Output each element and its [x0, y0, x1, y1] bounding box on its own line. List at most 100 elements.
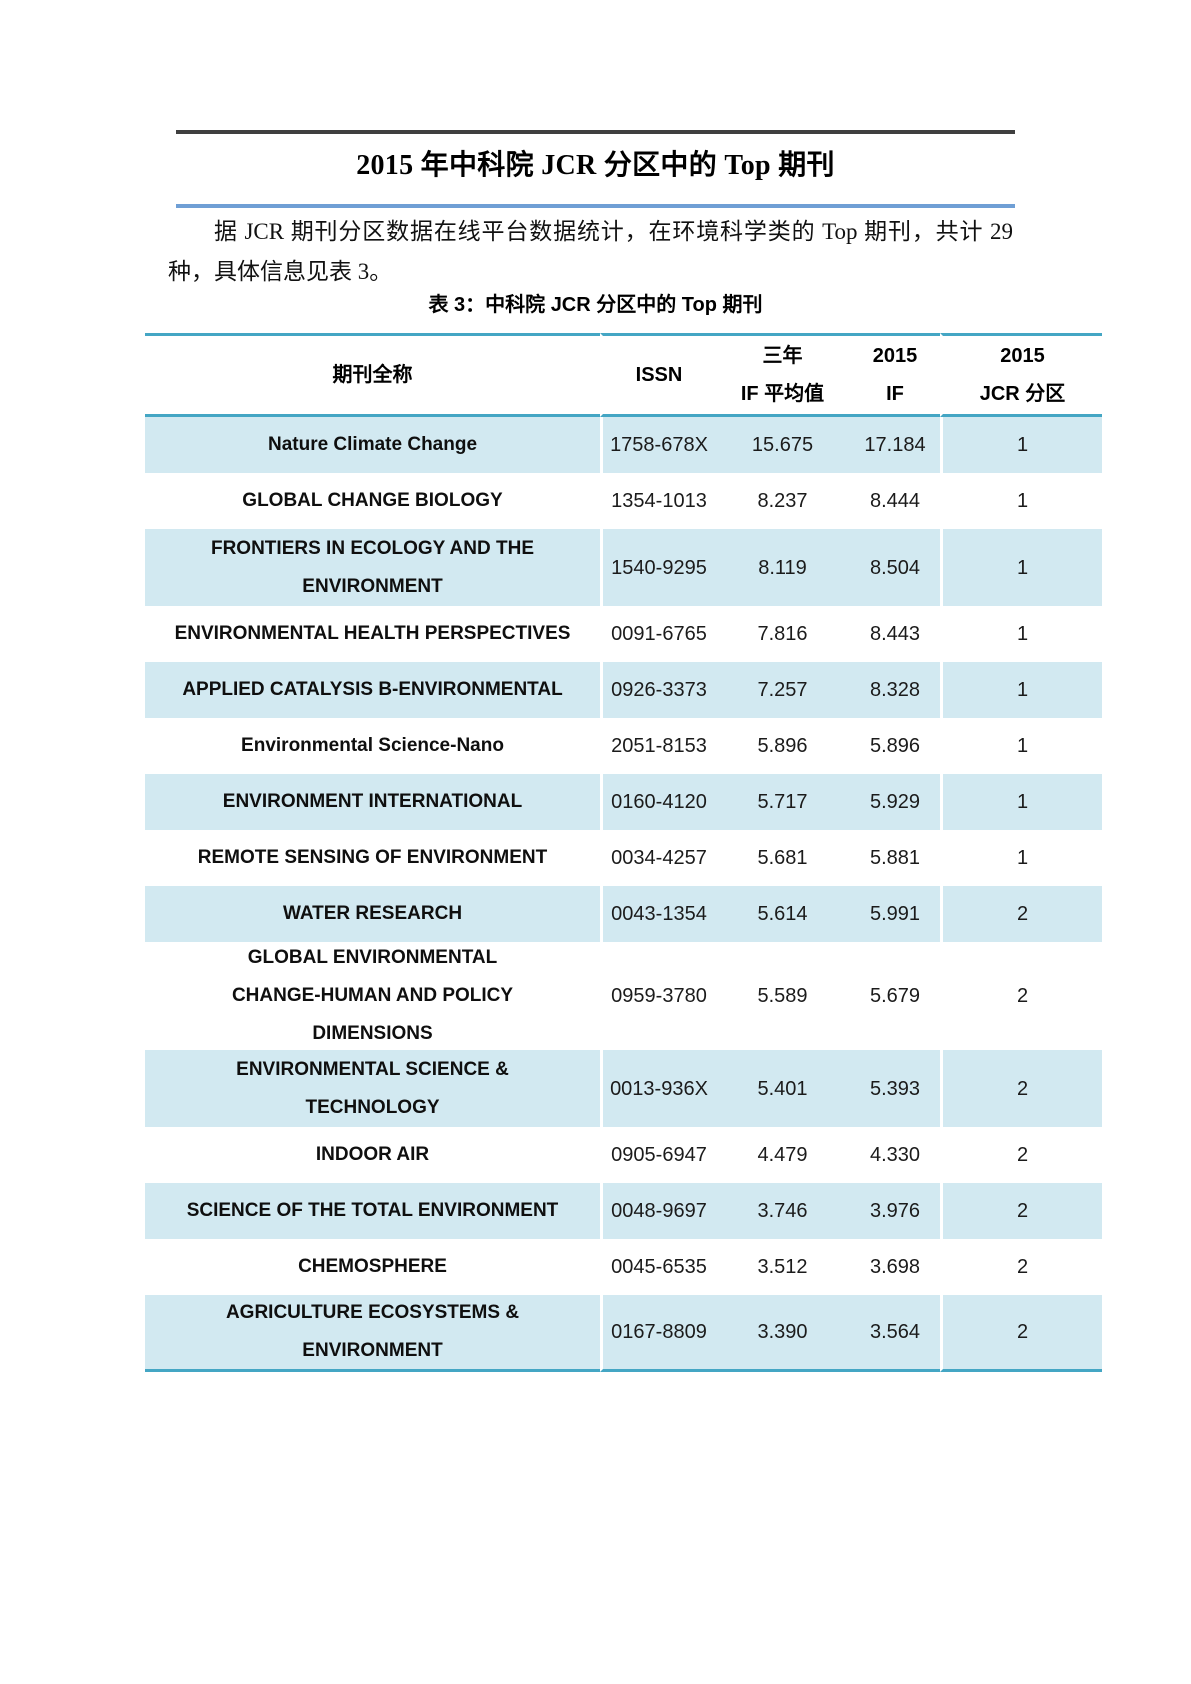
header-journal-label: 期刊全称	[332, 364, 413, 386]
if-2015-cell: 8.443	[869, 623, 921, 645]
if-2015-cell: 5.881	[869, 847, 921, 869]
paragraph-line: 据 JCR 期刊分区数据在线平台数据统计，在环境科学类的 Top 期刊，共计 2…	[214, 219, 1013, 244]
jcr-zone-cell: 1	[940, 774, 1102, 830]
journal-name-line: CHEMOSPHERE	[298, 1256, 447, 1277]
journal-name-cell: GLOBAL ENVIRONMENTAL CHANGE-HUMAN AND POL…	[145, 942, 600, 1050]
table-row: GLOBAL ENVIRONMENTAL CHANGE-HUMAN AND POL…	[145, 942, 1102, 1050]
issn-cell: 0045-6535	[600, 1239, 715, 1295]
table-row: REMOTE SENSING OF ENVIRONMENT 0034-4257 5.…	[145, 830, 1102, 886]
if3-average-cell: 4.479	[757, 1144, 808, 1166]
table-row: Environmental Science-Nano 2051-8153 5.896…	[145, 718, 1102, 774]
jcr-zone-cell: 1	[940, 830, 1102, 886]
issn-cell: 2051-8153	[600, 718, 715, 774]
issn-cell: 1758-678X	[600, 417, 715, 473]
if-2015-cell: 5.679	[869, 985, 921, 1007]
issn-cell: 0048-9697	[600, 1183, 715, 1239]
table-row: Nature Climate Change 1758-678X 15.675 17.1…	[145, 417, 1102, 473]
if-2015-cell: 8.328	[850, 662, 940, 718]
journal-name-cell: ENVIRONMENT INTERNATIONAL	[145, 774, 600, 830]
table-caption: 表 3：中科院 JCR 分区中的 Top 期刊	[428, 294, 763, 316]
journal-name-line: TECHNOLOGY	[305, 1096, 440, 1118]
issn-cell: 0091-6765	[600, 606, 715, 662]
journal-name-cell: SCIENCE OF THE TOTAL ENVIRONMENT	[145, 1183, 600, 1239]
jcr-zone-cell: 2	[940, 942, 1102, 1050]
if3-average-cell: 7.257	[715, 662, 850, 718]
jcr-zone-cell: 1	[940, 606, 1102, 662]
issn-cell: 0034-4257	[600, 830, 715, 886]
table-row: SCIENCE OF THE TOTAL ENVIRONMENT 0048-969…	[145, 1183, 1102, 1239]
table-header-row: 期刊全称 ISSN 三年 IF 平均值 2015 IF 2015 JCR 分区	[145, 333, 1102, 417]
table-row: FRONTIERS IN ECOLOGY AND THE ENVIRONMENT 1…	[145, 529, 1102, 606]
table-row: INDOOR AIR 0905-6947 4.479 4.330 2	[145, 1127, 1102, 1183]
journal-name-cell: Environmental Science-Nano	[145, 718, 600, 774]
title-top-rule	[176, 130, 1015, 134]
if3-average-cell: 5.896	[757, 735, 808, 757]
jcr-zone-cell: 2	[940, 1050, 1102, 1127]
table-row: APPLIED CATALYSIS B-ENVIRONMENTAL 0926-33…	[145, 662, 1102, 718]
table-row: GLOBAL CHANGE BIOLOGY 1354-1013 8.237 8.444…	[145, 473, 1102, 529]
jcr-zone-cell: 2	[940, 1295, 1102, 1372]
header-journal-name: 期刊全称	[145, 333, 600, 417]
issn-cell: 1354-1013	[600, 473, 715, 529]
if3-average-cell: 5.401	[715, 1050, 850, 1127]
journal-name-line: ENVIRONMENTAL SCIENCE &	[236, 1058, 509, 1080]
if-2015-cell: 3.698	[869, 1256, 921, 1278]
journal-name-line: FRONTIERS IN ECOLOGY AND THE	[210, 537, 535, 559]
if3-average-cell: 5.681	[757, 847, 808, 869]
journal-name-line: GLOBAL ENVIRONMENTAL	[247, 947, 498, 968]
journal-name-line: ENVIRONMENT	[302, 1340, 443, 1361]
if-2015-cell: 5.896	[869, 735, 921, 757]
if-2015-cell: 8.444	[869, 490, 921, 512]
journal-name-line: Environmental Science-Nano	[241, 735, 504, 756]
header-if2015-line2: IF	[886, 383, 904, 405]
title-bottom-rule	[176, 204, 1015, 208]
if-2015-cell: 5.393	[850, 1050, 940, 1127]
jcr-zone-cell: 2	[940, 1127, 1102, 1183]
if3-average-cell: 3.390	[715, 1295, 850, 1372]
journal-name-cell: CHEMOSPHERE	[145, 1239, 600, 1295]
table-row: AGRICULTURE ECOSYSTEMS & ENVIRONMENT 0167-…	[145, 1295, 1102, 1372]
issn-cell: 1540-9295	[600, 529, 715, 606]
issn-cell: 0013-936X	[600, 1050, 715, 1127]
jcr-zone-cell: 1	[940, 417, 1102, 473]
journal-name-line: GLOBAL CHANGE BIOLOGY	[242, 490, 503, 511]
header-if3-average: 三年 IF 平均值	[715, 333, 850, 417]
journal-name-cell: FRONTIERS IN ECOLOGY AND THE ENVIRONMENT	[145, 529, 600, 606]
if3-average-cell: 8.237	[757, 490, 808, 512]
journal-name-line: ENVIRONMENT INTERNATIONAL	[222, 791, 523, 812]
header-if3-line1: 三年	[762, 345, 803, 367]
header-if3-line2: IF 平均值	[740, 383, 825, 405]
issn-cell: 0905-6947	[600, 1127, 715, 1183]
if-2015-cell: 3.976	[850, 1183, 940, 1239]
page-title: 2015 年中科院 JCR 分区中的 Top 期刊	[356, 150, 835, 181]
if3-average-cell: 8.119	[715, 529, 850, 606]
header-zone-line2: JCR 分区	[979, 383, 1066, 405]
journal-name-line: REMOTE SENSING OF ENVIRONMENT	[197, 847, 548, 868]
journal-name-cell: APPLIED CATALYSIS B-ENVIRONMENTAL	[145, 662, 600, 718]
journal-name-line: AGRICULTURE ECOSYSTEMS &	[225, 1302, 520, 1323]
journal-name-line: DIMENSIONS	[312, 1023, 433, 1044]
jcr-zone-cell: 2	[940, 886, 1102, 942]
header-zone-line1: 2015	[1000, 345, 1045, 367]
table-body: Nature Climate Change 1758-678X 15.675 17.1…	[145, 417, 1102, 1372]
journal-name-cell: REMOTE SENSING OF ENVIRONMENT	[145, 830, 600, 886]
if-2015-cell: 5.929	[850, 774, 940, 830]
if3-average-cell: 5.589	[757, 985, 808, 1007]
header-if-2015: 2015 IF	[850, 333, 940, 417]
jcr-zone-cell: 1	[940, 718, 1102, 774]
if3-average-cell: 5.717	[715, 774, 850, 830]
jcr-zone-cell: 1	[940, 529, 1102, 606]
header-if2015-line1: 2015	[872, 345, 918, 367]
if3-average-cell: 7.816	[757, 623, 808, 645]
jcr-zone-cell: 1	[940, 473, 1102, 529]
journal-name-line: CHANGE-HUMAN AND POLICY	[231, 985, 514, 1006]
if-2015-cell: 5.991	[850, 886, 940, 942]
if3-average-cell: 15.675	[715, 417, 850, 473]
if3-average-cell: 3.512	[757, 1256, 808, 1278]
table-row: ENVIRONMENTAL HEALTH PERSPECTIVES 0091-67…	[145, 606, 1102, 662]
issn-cell: 0167-8809	[600, 1295, 715, 1372]
journal-name-line: ENVIRONMENT	[302, 575, 443, 597]
paragraph-line: 种，具体信息见表 3。	[168, 259, 393, 284]
issn-cell: 0043-1354	[600, 886, 715, 942]
